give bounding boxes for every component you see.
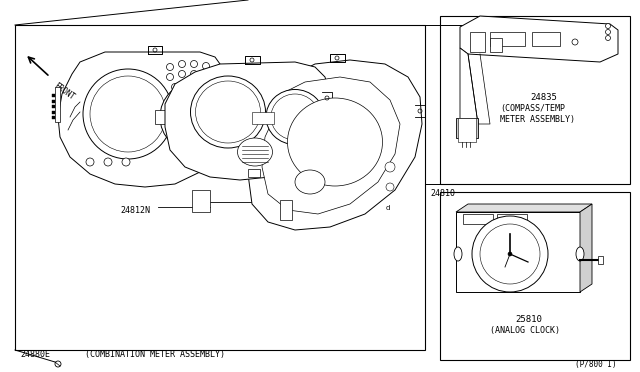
Text: 24880E: 24880E [20,350,50,359]
Circle shape [172,83,179,90]
Bar [155,110,179,124]
Circle shape [122,158,130,166]
Ellipse shape [271,94,319,140]
Polygon shape [460,16,618,62]
Bar [598,256,603,264]
Circle shape [86,158,94,166]
Bar [52,105,55,108]
Circle shape [472,216,548,292]
Ellipse shape [266,90,324,144]
Bar [490,38,502,52]
Circle shape [605,35,611,41]
Polygon shape [456,204,592,212]
Circle shape [90,76,166,152]
Polygon shape [165,62,330,180]
Polygon shape [262,77,400,214]
Bar [458,118,476,142]
Text: 25810: 25810 [515,315,542,324]
Text: 24810: 24810 [430,189,455,198]
Circle shape [83,69,173,159]
Bar [470,32,485,52]
Bar [456,118,478,138]
Circle shape [191,71,198,77]
Bar [52,110,55,113]
Polygon shape [460,48,478,130]
Text: FRONT: FRONT [52,81,76,102]
Bar [15,25,425,350]
Bar [497,214,527,224]
Circle shape [605,29,611,35]
Bar [248,169,260,177]
Bar [490,32,525,46]
Text: (COMBINATION METER ASSEMBLY): (COMBINATION METER ASSEMBLY) [85,350,225,359]
Bar [463,214,493,224]
Bar [440,16,630,184]
Ellipse shape [237,138,273,166]
Text: (ANALOG CLOCK): (ANALOG CLOCK) [490,326,560,335]
Bar [52,94,55,97]
Text: 24835: 24835 [530,93,557,102]
Circle shape [184,81,191,89]
Ellipse shape [454,247,462,261]
Circle shape [572,39,578,45]
Text: 24812N: 24812N [120,205,150,215]
Ellipse shape [191,76,266,148]
Text: (COMPASS/TEMP: (COMPASS/TEMP [500,104,565,113]
Circle shape [605,23,611,29]
Text: d: d [386,205,390,211]
Circle shape [179,71,186,77]
Circle shape [167,89,223,145]
Bar [52,99,55,103]
Circle shape [508,252,512,256]
Circle shape [191,61,198,67]
Circle shape [386,183,394,191]
Bar [280,200,292,220]
Ellipse shape [195,81,260,143]
Bar [55,87,60,122]
Bar [440,192,630,360]
Bar [192,190,210,212]
Text: (P/800 I): (P/800 I) [575,360,616,369]
Ellipse shape [576,247,584,261]
Polygon shape [248,60,422,230]
Circle shape [179,61,186,67]
Circle shape [480,224,540,284]
Bar [210,90,222,110]
Circle shape [166,64,173,71]
Bar [52,116,55,119]
Polygon shape [456,212,580,292]
Polygon shape [58,52,230,187]
Circle shape [160,82,230,152]
Polygon shape [580,204,592,292]
Circle shape [385,162,395,172]
Circle shape [166,74,173,80]
Ellipse shape [295,170,325,194]
Circle shape [104,158,112,166]
Text: METER ASSEMBLY): METER ASSEMBLY) [500,115,575,124]
Bar [532,32,560,46]
Circle shape [202,62,209,70]
Ellipse shape [287,98,383,186]
Bar [252,112,274,124]
